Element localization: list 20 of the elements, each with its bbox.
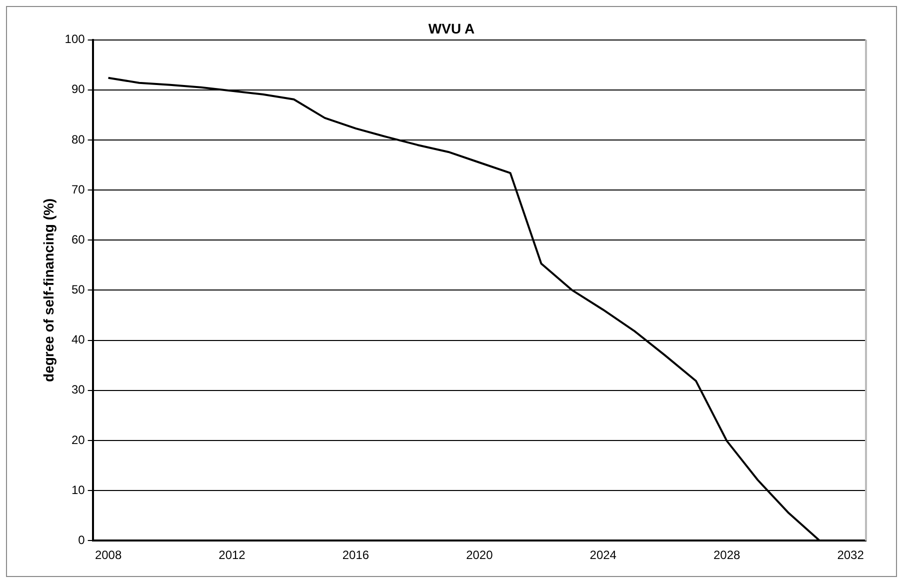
- x-tick-label: 2032: [837, 548, 864, 562]
- x-tick-label: 2016: [342, 548, 370, 562]
- y-tick-label: 50: [71, 282, 86, 297]
- y-tick-label: 60: [71, 232, 86, 246]
- y-tick-label: 10: [71, 482, 86, 497]
- chart-title: WVU A: [428, 20, 475, 36]
- x-tick-label: 2008: [94, 548, 122, 562]
- y-tick-label: 40: [71, 332, 86, 347]
- x-tick-label: 2012: [218, 548, 246, 562]
- y-tick-label: 30: [71, 382, 86, 397]
- y-tick-label: 90: [71, 82, 86, 96]
- y-axis-title: degree of self-financing (%): [40, 198, 56, 382]
- x-tick-label: 2020: [466, 548, 494, 562]
- y-tick-label: 100: [64, 32, 86, 46]
- y-tick-label: 70: [71, 182, 86, 196]
- x-tick-label: 2028: [713, 548, 740, 562]
- y-tick-label: 80: [71, 132, 86, 146]
- y-tick-label: 0: [78, 532, 86, 547]
- y-tick-label: 20: [71, 432, 86, 447]
- x-tick-label: 2024: [590, 548, 617, 562]
